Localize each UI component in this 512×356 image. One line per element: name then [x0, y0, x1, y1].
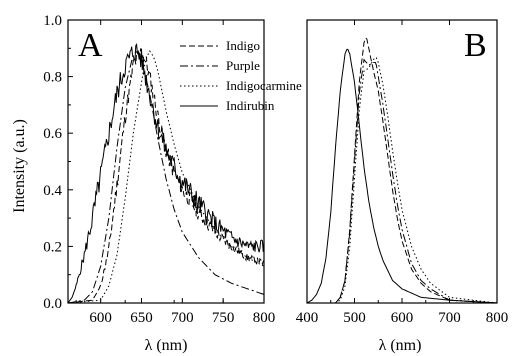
legend-entry-indirubin: Indirubin — [180, 98, 275, 113]
panel-b-series-line-indigo — [307, 37, 498, 304]
panel-b-series-line-purple — [307, 58, 498, 304]
panel-a-x-tick-label: 650 — [130, 310, 153, 326]
panel-a-series-line-indigo — [67, 48, 265, 304]
panel-a-x-tick-label: 700 — [171, 310, 194, 326]
legend: Indigo Purple Indigocarmine Indirubin — [180, 38, 302, 113]
panel-a-x-tick-label: 600 — [89, 310, 112, 326]
legend-entry-indigocarmine: Indigocarmine — [180, 78, 302, 93]
panel-a-series-line-purple — [67, 51, 265, 304]
panel-b-series-line-indirubin — [306, 48, 498, 304]
panel-b-series-line-indigocarmine — [307, 56, 498, 304]
legend-label-indigocarmine: Indigocarmine — [226, 78, 302, 93]
panel-a-x-axis-label: λ (nm) — [145, 337, 188, 354]
legend-entry-indigo: Indigo — [180, 38, 260, 53]
panel-a-y-tick-label: 1.0 — [43, 13, 62, 29]
panel-a-y-tick-label: 0.8 — [43, 70, 62, 86]
legend-entry-purple: Purple — [180, 58, 260, 73]
panel-a-series-line-indirubin — [67, 43, 265, 304]
panel-a-x-tick-label: 750 — [212, 310, 235, 326]
panel-b-label: B — [464, 27, 487, 64]
panel-a-label: A — [78, 27, 103, 64]
legend-label-indigo: Indigo — [226, 38, 260, 53]
panel-b-x-tick-label: 700 — [438, 310, 461, 326]
panel-a-x-tick-label: 800 — [253, 310, 276, 326]
panel-b-x-tick-label: 800 — [486, 310, 509, 326]
panel-a-y-tick-label: 0.0 — [43, 296, 62, 312]
panel-a-y-tick-label: 0.6 — [43, 126, 62, 142]
panel-b-x-tick-label: 400 — [296, 310, 319, 326]
legend-label-purple: Purple — [226, 58, 260, 73]
panel-a-y-tick-label: 0.2 — [43, 239, 62, 255]
panel-b-x-tick-label: 500 — [343, 310, 366, 326]
panel-a-series-line-indigocarmine — [67, 50, 265, 304]
panel-a-y-tick-label: 0.4 — [43, 183, 62, 199]
panel-b-x-tick-label: 600 — [391, 310, 414, 326]
panel-b-x-axis-label: λ (nm) — [379, 337, 422, 354]
legend-label-indirubin: Indirubin — [226, 98, 275, 113]
panel-a-y-axis-label: Intensity (a.u.) — [11, 119, 28, 213]
